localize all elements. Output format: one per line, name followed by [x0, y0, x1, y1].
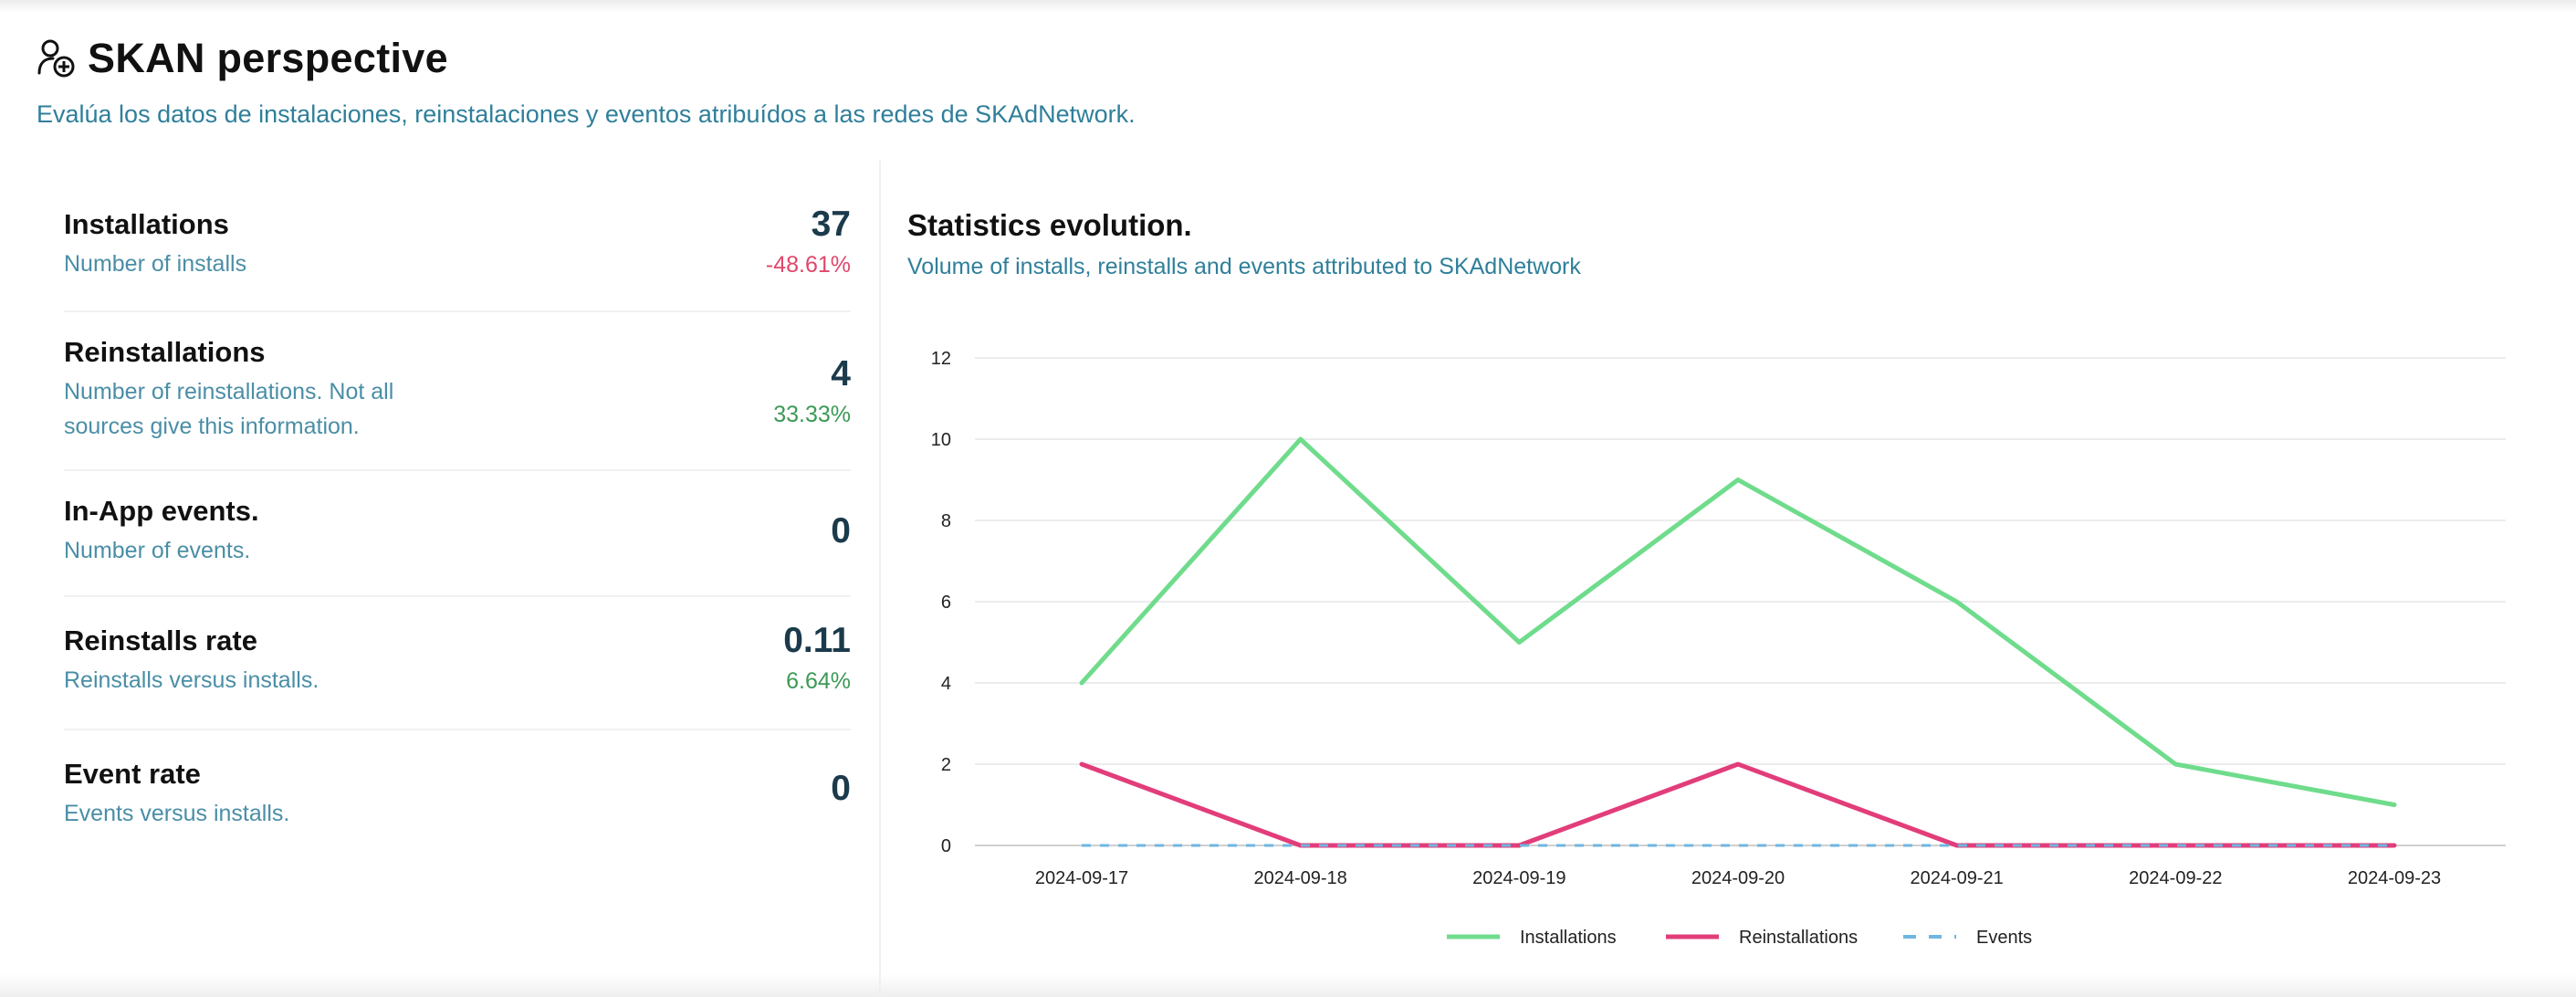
kpi-title: Event rate [64, 758, 201, 790]
kpi-delta: 33.33% [773, 402, 851, 427]
kpi-delta: -48.61% [765, 252, 851, 278]
kpi-title: Reinstallations [64, 336, 266, 368]
kpi-title: Installations [64, 208, 229, 240]
kpi-title: In-App events. [64, 495, 259, 527]
kpi-value: 0.11 [783, 621, 851, 660]
x-tick-label: 2024-09-22 [2129, 868, 2222, 888]
kpi-description-line: sources give this information. [64, 414, 360, 439]
y-tick-label: 10 [931, 430, 951, 450]
kpi-value: 0 [831, 769, 851, 808]
top-shadow [0, 0, 2576, 13]
kpi-value: 37 [811, 205, 851, 244]
statistics-line-chart: 0 2 4 6 8 10 12 2024-09-17 2024-09-18 2024-09-19 2… [931, 349, 2506, 948]
kpi-installations: Installations Number of installs 37 -48.… [64, 183, 851, 312]
x-tick-label: 2024-09-17 [1035, 868, 1128, 888]
panel-divider [879, 161, 881, 997]
y-tick-label: 12 [931, 349, 951, 369]
kpi-title: Reinstalls rate [64, 624, 257, 656]
series-line-installations [1079, 436, 2397, 807]
kpi-delta: 6.64% [786, 668, 851, 694]
kpi-reinstalls-rate: Reinstalls rate Reinstalls versus instal… [64, 597, 851, 730]
kpi-description: Reinstalls versus installs. [64, 667, 319, 693]
x-tick-label: 2024-09-23 [2348, 868, 2441, 888]
kpi-description: Number of reinstallations. Not all sourc… [64, 374, 851, 444]
kpi-value: 4 [831, 354, 851, 394]
y-tick-label: 2 [941, 755, 951, 775]
chart-subtitle: Volume of installs, reinstalls and event… [907, 254, 1581, 279]
y-tick-label: 6 [941, 593, 951, 613]
legend-label: Events [1976, 928, 2032, 948]
kpi-description: Number of events. [64, 538, 251, 563]
kpi-description: Events versus installs. [64, 801, 290, 826]
kpi-reinstallations: Reinstallations Number of reinstallation… [64, 312, 851, 471]
x-tick-label: 2024-09-18 [1254, 868, 1347, 888]
legend-label: Reinstallations [1739, 928, 1858, 948]
page-title: SKAN perspective [88, 35, 448, 81]
x-tick-label: 2024-09-21 [1911, 868, 2004, 888]
y-tick-label: 0 [941, 836, 951, 856]
x-tick-label: 2024-09-20 [1691, 868, 1785, 888]
kpi-in-app-events: In-App events. Number of events. 0 [64, 471, 851, 597]
kpi-description: Number of installs [64, 251, 247, 277]
chart-title: Statistics evolution. [907, 208, 1192, 242]
legend-label: Installations [1520, 928, 1617, 948]
kpi-list: Installations Number of installs 37 -48.… [64, 183, 851, 855]
series-line-reinstallations [1079, 761, 2397, 848]
kpi-event-rate: Event rate Events versus installs. 0 [64, 730, 851, 855]
x-tick-label: 2024-09-19 [1472, 868, 1565, 888]
kpi-value: 0 [831, 511, 851, 551]
bottom-shadow [0, 973, 2576, 997]
kpi-description-line: Number of reinstallations. Not all [64, 379, 394, 404]
y-tick-label: 8 [941, 511, 951, 531]
page-subtitle: Evalúa los datos de instalaciones, reins… [37, 100, 1136, 128]
user-add-icon [37, 39, 75, 78]
y-tick-label: 4 [941, 674, 951, 694]
page-header: SKAN perspective [37, 35, 448, 82]
